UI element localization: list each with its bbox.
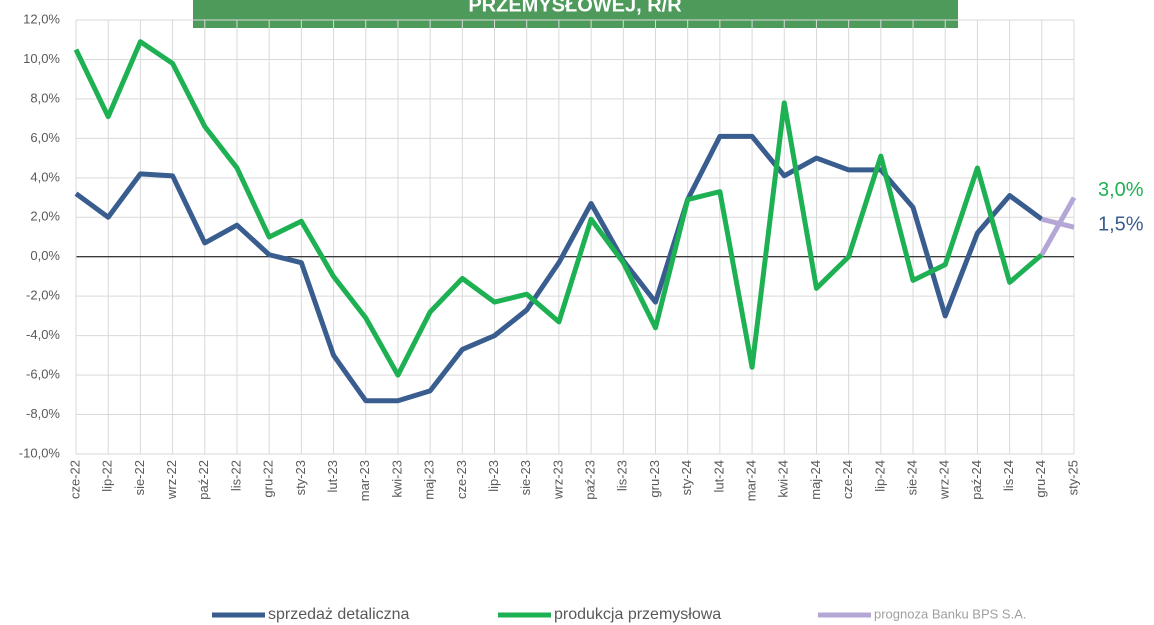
series-line bbox=[73, 39, 1044, 378]
y-tick-label: 0,0% bbox=[30, 248, 60, 263]
forecast-line bbox=[1039, 196, 1077, 256]
x-tick-label: lis-23 bbox=[615, 460, 630, 491]
chart-title: PRZEMYSŁOWEJ, R/R bbox=[468, 0, 682, 16]
x-tick-label: maj-23 bbox=[422, 460, 437, 500]
x-tick-label: paź-22 bbox=[196, 460, 211, 500]
x-tick-label: wrz-24 bbox=[937, 460, 952, 500]
x-tick-label: lut-23 bbox=[325, 460, 340, 493]
x-tick-label: mar-24 bbox=[744, 460, 759, 501]
title-banner bbox=[193, 0, 958, 28]
y-tick-label: 8,0% bbox=[30, 90, 60, 105]
x-tick-label: paź-23 bbox=[583, 460, 598, 500]
x-tick-label: kwi-24 bbox=[776, 460, 791, 498]
x-tick-label: wrz-23 bbox=[550, 460, 565, 500]
annotation: 3,0% bbox=[1098, 179, 1144, 201]
x-tick-label: sty-24 bbox=[679, 460, 694, 495]
x-tick-label: sie-24 bbox=[904, 460, 919, 495]
x-tick-label: lis-22 bbox=[228, 460, 243, 491]
x-tick-label: wrz-22 bbox=[164, 460, 179, 500]
x-tick-label: gru-24 bbox=[1033, 460, 1048, 498]
y-tick-label: 6,0% bbox=[30, 130, 60, 145]
legend-label: produkcja przemysłowa bbox=[554, 606, 721, 623]
y-tick-label: 2,0% bbox=[30, 209, 60, 224]
x-tick-label: paź-24 bbox=[969, 460, 984, 500]
x-tick-label: gru-23 bbox=[647, 460, 662, 498]
x-tick-label: sie-22 bbox=[132, 460, 147, 495]
x-tick-label: cze-23 bbox=[454, 460, 469, 499]
x-tick-label: sie-23 bbox=[518, 460, 533, 495]
x-tick-label: gru-22 bbox=[261, 460, 276, 498]
y-tick-label: 12,0% bbox=[23, 11, 60, 26]
y-tick-label: -10,0% bbox=[19, 445, 61, 460]
y-tick-label: -8,0% bbox=[26, 406, 60, 421]
x-tick-label: lut-24 bbox=[711, 460, 726, 493]
x-tick-label: sty-23 bbox=[293, 460, 308, 495]
series-line bbox=[74, 133, 1044, 404]
x-tick-label: kwi-23 bbox=[389, 460, 404, 498]
annotation: 1,5% bbox=[1098, 213, 1144, 235]
y-tick-label: 10,0% bbox=[23, 51, 60, 66]
x-tick-label: sty-25 bbox=[1065, 460, 1080, 495]
y-tick-label: -6,0% bbox=[26, 367, 60, 382]
x-tick-label: maj-24 bbox=[808, 460, 823, 500]
x-tick-label: mar-23 bbox=[357, 460, 372, 501]
x-tick-label: cze-24 bbox=[840, 460, 855, 499]
x-tick-label: lip-22 bbox=[100, 460, 115, 492]
x-tick-label: cze-22 bbox=[67, 460, 82, 499]
legend-label: prognoza Banku BPS S.A. bbox=[874, 606, 1026, 621]
x-tick-label: lip-23 bbox=[486, 460, 501, 492]
x-tick-label: lip-24 bbox=[872, 460, 887, 492]
y-tick-label: 4,0% bbox=[30, 169, 60, 184]
y-tick-label: -2,0% bbox=[26, 288, 60, 303]
legend-label: sprzedaż detaliczna bbox=[268, 606, 410, 623]
y-tick-label: -4,0% bbox=[26, 327, 60, 342]
x-tick-label: lis-24 bbox=[1001, 460, 1016, 491]
